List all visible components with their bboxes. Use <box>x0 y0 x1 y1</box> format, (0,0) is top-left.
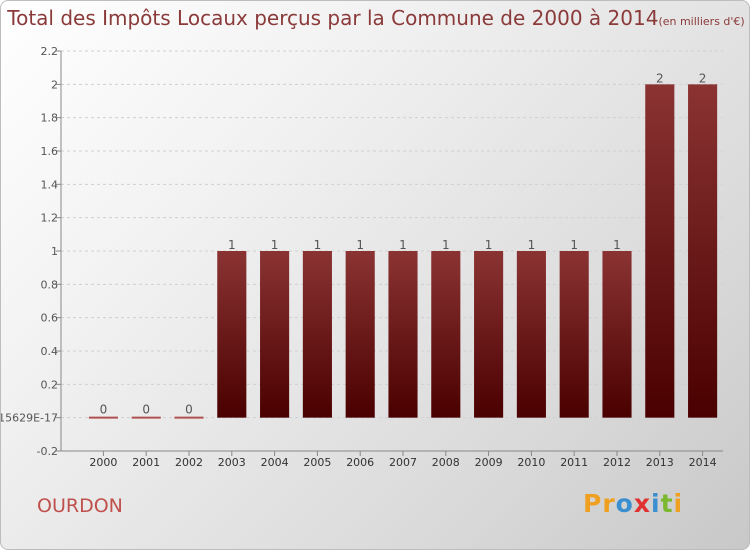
bar-value-label: 1 <box>228 238 236 252</box>
x-tick-label: 2008 <box>432 456 460 469</box>
logo-letter: t <box>660 489 674 518</box>
bar <box>688 84 718 418</box>
bar-value-label: 1 <box>271 238 279 252</box>
bar <box>345 251 375 418</box>
bar-value-label: 1 <box>442 238 450 252</box>
bar-value-label: 2 <box>656 71 664 85</box>
y-tick-label: 0.8 <box>41 278 59 291</box>
y-tick-label: 1.2 <box>41 212 59 225</box>
bar-value-label: 0 <box>100 403 108 417</box>
x-tick-label: 2013 <box>646 456 674 469</box>
logo-letter: i <box>651 489 661 518</box>
logo-letter: o <box>615 489 634 518</box>
bar-value-label: 1 <box>570 238 578 252</box>
y-tick-label: 1.6 <box>41 145 59 158</box>
x-tick-label: 2004 <box>261 456 289 469</box>
logo-letter: P <box>583 489 603 518</box>
bar-value-label: 1 <box>485 238 493 252</box>
bar-value-label: 1 <box>314 238 322 252</box>
x-tick-label: 2012 <box>603 456 631 469</box>
y-tick-label: 0.2 <box>41 378 59 391</box>
x-tick-label: 2003 <box>218 456 246 469</box>
bar-value-label: 1 <box>613 238 621 252</box>
x-tick-label: 2001 <box>132 456 160 469</box>
bar <box>302 251 332 418</box>
y-tick-label: 0.6 <box>41 312 59 325</box>
bar <box>645 84 675 418</box>
y-tick-label: 2.2 <box>41 45 59 58</box>
bar-value-label: 2 <box>699 71 707 85</box>
chart-title: Total des Impôts Locaux perçus par la Co… <box>7 6 659 30</box>
x-tick-label: 2002 <box>175 456 203 469</box>
bar <box>388 251 418 418</box>
bar <box>260 251 290 418</box>
x-tick-label: 2006 <box>346 456 374 469</box>
y-tick-label: 0.4 <box>41 345 59 358</box>
y-tick-label: 1 <box>51 245 58 258</box>
bar <box>474 251 504 418</box>
bar-value-label: 1 <box>356 238 364 252</box>
logo-letter: x <box>633 489 651 518</box>
y-tick-label: -1.1115629E-17 <box>1 412 58 425</box>
bar <box>559 251 589 418</box>
y-tick-label: 2 <box>51 78 58 91</box>
chart-title-block: Total des Impôts Locaux perçus par la Co… <box>1 6 749 30</box>
bar <box>602 251 632 418</box>
y-tick-label: 1.4 <box>41 178 59 191</box>
y-tick-label: 1.8 <box>41 112 59 125</box>
logo-letter: i <box>673 489 684 518</box>
bar <box>217 251 247 418</box>
proxiti-logo: Proxiti <box>583 489 683 518</box>
bar-value-label: 1 <box>528 238 536 252</box>
bar <box>431 251 461 418</box>
x-tick-label: 2007 <box>389 456 417 469</box>
bar <box>516 251 546 418</box>
commune-name: OURDON <box>37 495 123 517</box>
logo-letter: r <box>602 489 616 518</box>
x-tick-label: 2005 <box>303 456 331 469</box>
chart-unit: (en milliers d'€) <box>658 15 745 28</box>
bar-value-label: 0 <box>185 403 193 417</box>
x-tick-label: 2010 <box>517 456 545 469</box>
bar-value-label: 0 <box>142 403 150 417</box>
bar-value-label: 1 <box>399 238 407 252</box>
x-tick-label: 2000 <box>89 456 117 469</box>
x-tick-label: 2011 <box>560 456 588 469</box>
x-tick-label: 2014 <box>689 456 717 469</box>
x-tick-label: 2009 <box>475 456 503 469</box>
y-tick-label: -0.2 <box>37 445 58 458</box>
